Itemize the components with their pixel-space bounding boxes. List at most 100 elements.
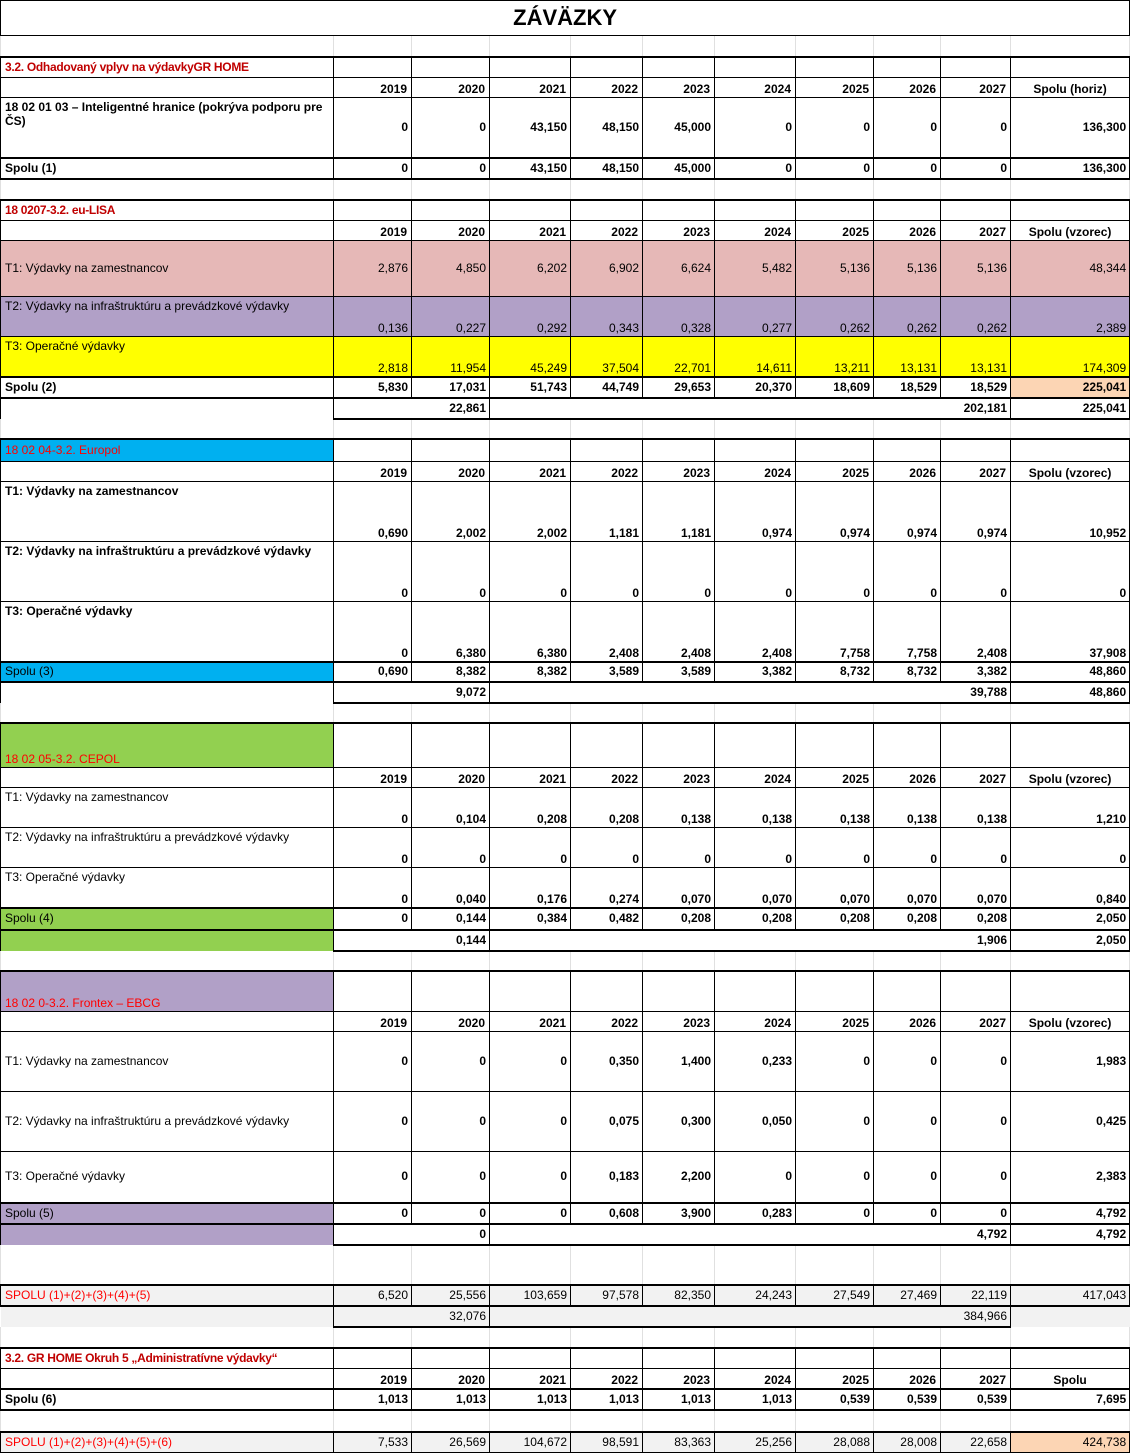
section-title[interactable]: 18 02 0-3.2. Frontex – EBCG [0, 969, 334, 1012]
section-title[interactable]: 3.2. GR HOME Okruh 5 „Administratívne vý… [0, 1346, 334, 1369]
empty-cell[interactable] [940, 702, 1011, 723]
year-header[interactable]: 2020 [411, 1011, 490, 1032]
subtotal-value[interactable]: 18,529 [873, 375, 941, 399]
row-total[interactable]: 48,344 [1009, 240, 1130, 297]
subtotal-value[interactable]: 0 [940, 1201, 1011, 1225]
value-cell[interactable]: 48,150 [570, 97, 643, 158]
row-label[interactable]: T3: Operačné výdavky [0, 1151, 334, 1203]
empty-cell[interactable] [795, 437, 874, 462]
empty-cell[interactable] [0, 35, 334, 57]
subtotal-value[interactable]: 5,830 [333, 375, 412, 399]
empty-cell[interactable] [333, 950, 412, 971]
empty-cell[interactable] [333, 198, 412, 221]
value-cell[interactable]: 0,974 [940, 481, 1011, 542]
empty-cell[interactable] [642, 950, 715, 971]
empty-cell[interactable] [873, 437, 941, 462]
section-title[interactable]: 18 0207-3.2. eu-LISA [0, 198, 334, 221]
empty-cell[interactable] [795, 1326, 874, 1348]
value-cell[interactable]: 0 [333, 601, 412, 662]
value-cell[interactable]: 0 [411, 1151, 490, 1203]
year-header[interactable]: 2024 [714, 220, 796, 241]
row-total[interactable]: 136,300 [1009, 97, 1130, 158]
empty-cell[interactable] [489, 1244, 571, 1285]
year-header[interactable]: 2021 [489, 220, 571, 241]
value-cell[interactable]: 14,611 [714, 336, 796, 377]
year-header[interactable]: 2021 [489, 1011, 571, 1032]
empty-cell[interactable] [873, 950, 941, 971]
empty-cell[interactable] [1009, 55, 1130, 78]
value-cell[interactable]: 13,131 [940, 336, 1011, 377]
subtotal-value[interactable]: 0,608 [570, 1201, 643, 1225]
value-cell[interactable]: 11,954 [411, 336, 490, 377]
value-cell[interactable]: 0 [411, 1031, 490, 1092]
value-cell[interactable]: 2,002 [489, 481, 571, 542]
empty-cell[interactable] [0, 1409, 334, 1432]
row-label[interactable]: T3: Operačné výdavky [0, 867, 334, 908]
value-cell[interactable]: 0 [873, 541, 941, 602]
subtotal-value[interactable]: 1,013 [570, 1387, 643, 1411]
empty-cell[interactable] [570, 969, 643, 1012]
value-cell[interactable]: 0,138 [795, 787, 874, 828]
subtotal-value[interactable]: 0,539 [795, 1387, 874, 1411]
empty-cell[interactable] [642, 969, 715, 1012]
empty-cell[interactable] [411, 55, 490, 78]
empty-cell[interactable] [411, 35, 490, 57]
subtotal-value[interactable]: 0 [333, 906, 412, 931]
year-header[interactable]: 2020 [411, 767, 490, 788]
year-header[interactable]: 2021 [489, 1368, 571, 1389]
year-header[interactable]: 2024 [714, 1011, 796, 1032]
year-header[interactable]: 2026 [873, 220, 941, 241]
empty-cell[interactable] [795, 1346, 874, 1369]
empty-cell[interactable] [411, 437, 490, 462]
subtotal-value[interactable]: 0 [795, 156, 874, 180]
subtotal-value[interactable]: 29,653 [642, 375, 715, 399]
empty-cell[interactable] [873, 198, 941, 221]
empty-cell[interactable] [1009, 1409, 1130, 1432]
empty-cell[interactable] [570, 721, 643, 768]
empty-cell[interactable] [642, 1244, 715, 1285]
grand-total-value[interactable]: 25,556 [411, 1283, 490, 1307]
value-cell[interactable]: 0 [873, 97, 941, 158]
value-cell[interactable]: 0 [795, 97, 874, 158]
empty-cell[interactable] [873, 1346, 941, 1369]
year-header[interactable]: 2026 [873, 767, 941, 788]
year-header[interactable]: 2027 [940, 461, 1011, 482]
subtotal-value[interactable]: 43,150 [489, 156, 571, 180]
empty-cell[interactable] [489, 198, 571, 221]
empty-cell[interactable] [570, 1409, 643, 1432]
subtotal-value[interactable]: 3,589 [642, 660, 715, 683]
empty-cell[interactable] [795, 950, 874, 971]
empty-cell[interactable] [795, 721, 874, 768]
empty-cell[interactable] [570, 950, 643, 971]
empty-cell[interactable] [714, 1346, 796, 1369]
value-cell[interactable]: 0,070 [873, 867, 941, 908]
subtotal-value[interactable]: 0 [411, 1201, 490, 1225]
grand-total-total[interactable]: 417,043 [1009, 1283, 1130, 1307]
empty-cell[interactable] [873, 1244, 941, 1285]
subtotal-value[interactable]: 3,382 [714, 660, 796, 683]
empty-cell[interactable] [714, 969, 796, 1012]
subtotal-value[interactable]: 0,208 [873, 906, 941, 931]
empty-cell[interactable] [489, 418, 571, 439]
value-cell[interactable]: 2,818 [333, 336, 412, 377]
subtotal-value[interactable]: 3,900 [642, 1201, 715, 1225]
empty-cell[interactable] [642, 437, 715, 462]
grand-total-total[interactable]: 424,738 [1009, 1430, 1130, 1453]
value-cell[interactable]: 0 [795, 827, 874, 868]
subtotal-total[interactable]: 7,695 [1009, 1387, 1130, 1411]
empty-cell[interactable] [570, 178, 643, 200]
empty-cell[interactable] [1009, 721, 1130, 768]
empty-cell[interactable] [333, 1326, 412, 1348]
empty-cell[interactable] [873, 1409, 941, 1432]
value-cell[interactable]: 0 [411, 541, 490, 602]
subtotal-total[interactable]: 136,300 [1009, 156, 1130, 180]
value-cell[interactable]: 0,070 [795, 867, 874, 908]
value-cell[interactable]: 0,070 [642, 867, 715, 908]
row-total[interactable]: 1,983 [1009, 1031, 1130, 1092]
empty-cell[interactable] [714, 35, 796, 57]
value-cell[interactable]: 37,504 [570, 336, 643, 377]
subtotal-value[interactable]: 0 [795, 1201, 874, 1225]
year-header[interactable]: 2026 [873, 77, 941, 98]
value-cell[interactable]: 0,292 [489, 296, 571, 337]
empty-cell[interactable] [1009, 702, 1130, 723]
